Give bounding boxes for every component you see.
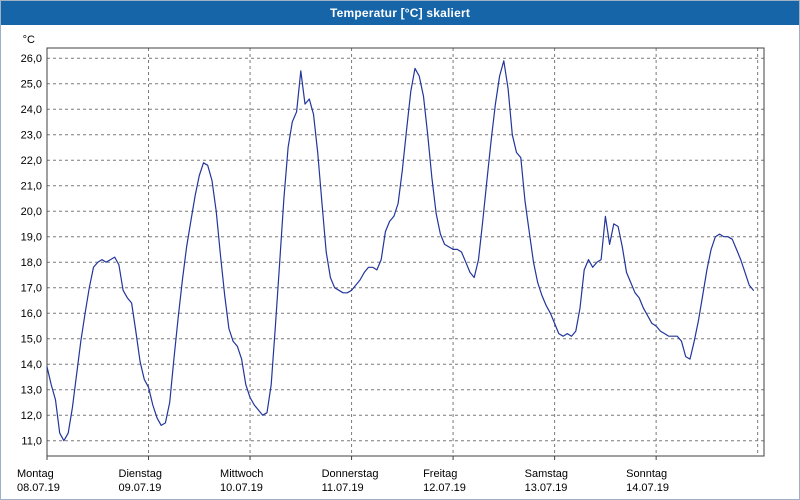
svg-text:15,0: 15,0 — [21, 334, 42, 346]
y-axis-unit-label: °C — [23, 34, 35, 46]
chart-area: 26,0 25,0 24,0 23,0 22,0 21,0 20,0 19,0 18,0 17,0… — [1, 25, 799, 499]
temperature-line-chart: 26,0 25,0 24,0 23,0 22,0 21,0 20,0 19,0 18,0 17,0… — [17, 34, 765, 494]
svg-text:22,0: 22,0 — [21, 155, 42, 167]
svg-text:10.07.19: 10.07.19 — [220, 482, 263, 494]
svg-text:Sonntag: Sonntag — [626, 468, 667, 480]
day-labels: Montag 08.07.19 Dienstag 09.07.19 Mittwoch 10… — [17, 456, 669, 494]
svg-text:Mittwoch: Mittwoch — [220, 468, 263, 480]
svg-text:09.07.19: 09.07.19 — [119, 482, 162, 494]
x-gridlines — [148, 48, 759, 456]
svg-text:14.07.19: 14.07.19 — [626, 482, 669, 494]
svg-text:17,0: 17,0 — [21, 283, 42, 295]
svg-text:16,0: 16,0 — [21, 308, 42, 320]
svg-text:Samstag: Samstag — [525, 468, 568, 480]
svg-text:21,0: 21,0 — [21, 181, 42, 193]
svg-text:13,0: 13,0 — [21, 385, 42, 397]
svg-text:19,0: 19,0 — [21, 232, 42, 244]
svg-text:12.07.19: 12.07.19 — [423, 482, 466, 494]
svg-text:25,0: 25,0 — [21, 79, 42, 91]
svg-text:12,0: 12,0 — [21, 410, 42, 422]
temperature-line — [46, 60, 755, 442]
window-title: Temperatur [°C] skaliert — [329, 6, 471, 20]
svg-text:18,0: 18,0 — [21, 257, 42, 269]
svg-text:13.07.19: 13.07.19 — [525, 482, 568, 494]
plot-border — [46, 47, 765, 457]
svg-text:Freitag: Freitag — [423, 468, 457, 480]
window-title-bar: Temperatur [°C] skaliert — [1, 1, 799, 25]
svg-text:08.07.19: 08.07.19 — [17, 482, 60, 494]
svg-text:Dienstag: Dienstag — [119, 468, 162, 480]
svg-text:Montag: Montag — [17, 468, 54, 480]
svg-text:14,0: 14,0 — [21, 359, 42, 371]
svg-text:°C: °C — [23, 34, 35, 46]
svg-text:20,0: 20,0 — [21, 206, 42, 218]
svg-text:Donnerstag: Donnerstag — [322, 468, 379, 480]
svg-text:24,0: 24,0 — [21, 104, 42, 116]
svg-text:11.07.19: 11.07.19 — [322, 482, 364, 494]
svg-text:23,0: 23,0 — [21, 130, 42, 142]
svg-text:11,0: 11,0 — [21, 436, 42, 448]
y-tick-labels: 26,0 25,0 24,0 23,0 22,0 21,0 20,0 19,0 18,0 17,0… — [21, 53, 42, 448]
svg-text:26,0: 26,0 — [21, 53, 42, 65]
